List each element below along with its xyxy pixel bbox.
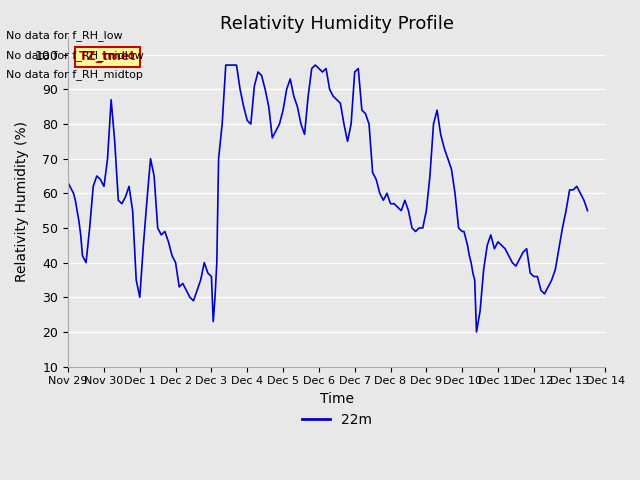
Text: No data for f_RH_midtop: No data for f_RH_midtop [6, 69, 143, 80]
Text: No data for f_RH_midlow: No data for f_RH_midlow [6, 49, 144, 60]
Y-axis label: Relativity Humidity (%): Relativity Humidity (%) [15, 121, 29, 283]
X-axis label: Time: Time [320, 392, 354, 406]
Legend: 22m: 22m [296, 407, 378, 432]
Title: Relativity Humidity Profile: Relativity Humidity Profile [220, 15, 454, 33]
Text: TZ_tmet: TZ_tmet [79, 50, 136, 63]
Text: No data for f_RH_low: No data for f_RH_low [6, 30, 123, 41]
